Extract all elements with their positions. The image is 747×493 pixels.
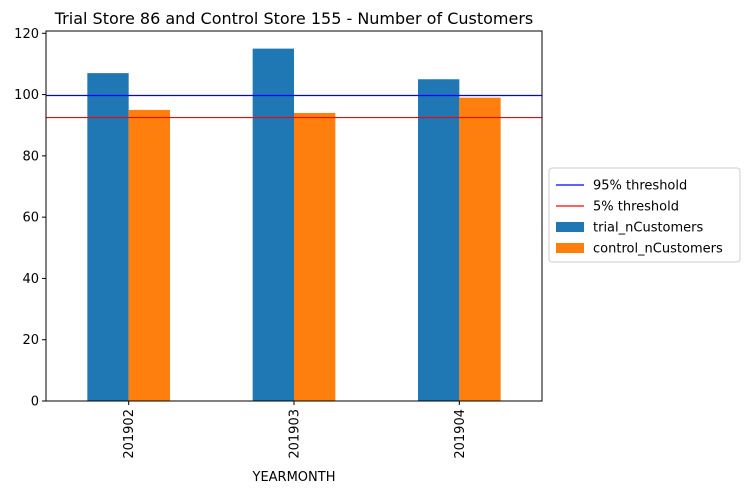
legend-label: control_nCustomers [593, 242, 723, 257]
bar-control_nCustomers-201904 [459, 97, 501, 401]
y-axis: 0 20 40 60 80 100 120 [14, 27, 46, 410]
bar-trial_nCustomers-201903 [252, 48, 294, 401]
legend-label: 5% threshold [593, 200, 679, 215]
legend-frame [548, 167, 741, 263]
chart-title: Trial Store 86 and Control Store 155 - N… [54, 9, 534, 28]
bar-control_nCustomers-201903 [294, 112, 336, 402]
bars-group [87, 48, 501, 402]
legend-bar-swatch [556, 243, 584, 253]
y-tick-label: 20 [22, 333, 39, 348]
y-tick-label: 60 [22, 211, 39, 226]
legend-bar-swatch [556, 222, 584, 232]
legend-label: trial_nCustomers [593, 221, 704, 236]
x-axis: 201902 201903 201904 [122, 401, 468, 459]
y-tick-label: 0 [31, 395, 39, 410]
x-axis-label: YEARMONTH [252, 470, 336, 485]
x-tick-label: 201904 [453, 409, 468, 459]
threshold-lines-group [46, 94, 542, 119]
x-tick-label: 201902 [122, 409, 137, 459]
y-tick-label: 100 [14, 88, 39, 103]
bar-trial_nCustomers-201902 [87, 73, 129, 401]
bar-trial_nCustomers-201904 [418, 79, 460, 402]
y-tick-label: 120 [14, 27, 39, 42]
legend-label: 95% threshold [593, 179, 687, 194]
y-tick-label: 80 [22, 149, 39, 164]
x-tick-label: 201903 [288, 409, 303, 459]
legend: 95% threshold 5% threshold trial_nCustomer… [548, 167, 741, 263]
y-tick-label: 40 [22, 272, 39, 287]
bar-control_nCustomers-201902 [128, 109, 170, 401]
